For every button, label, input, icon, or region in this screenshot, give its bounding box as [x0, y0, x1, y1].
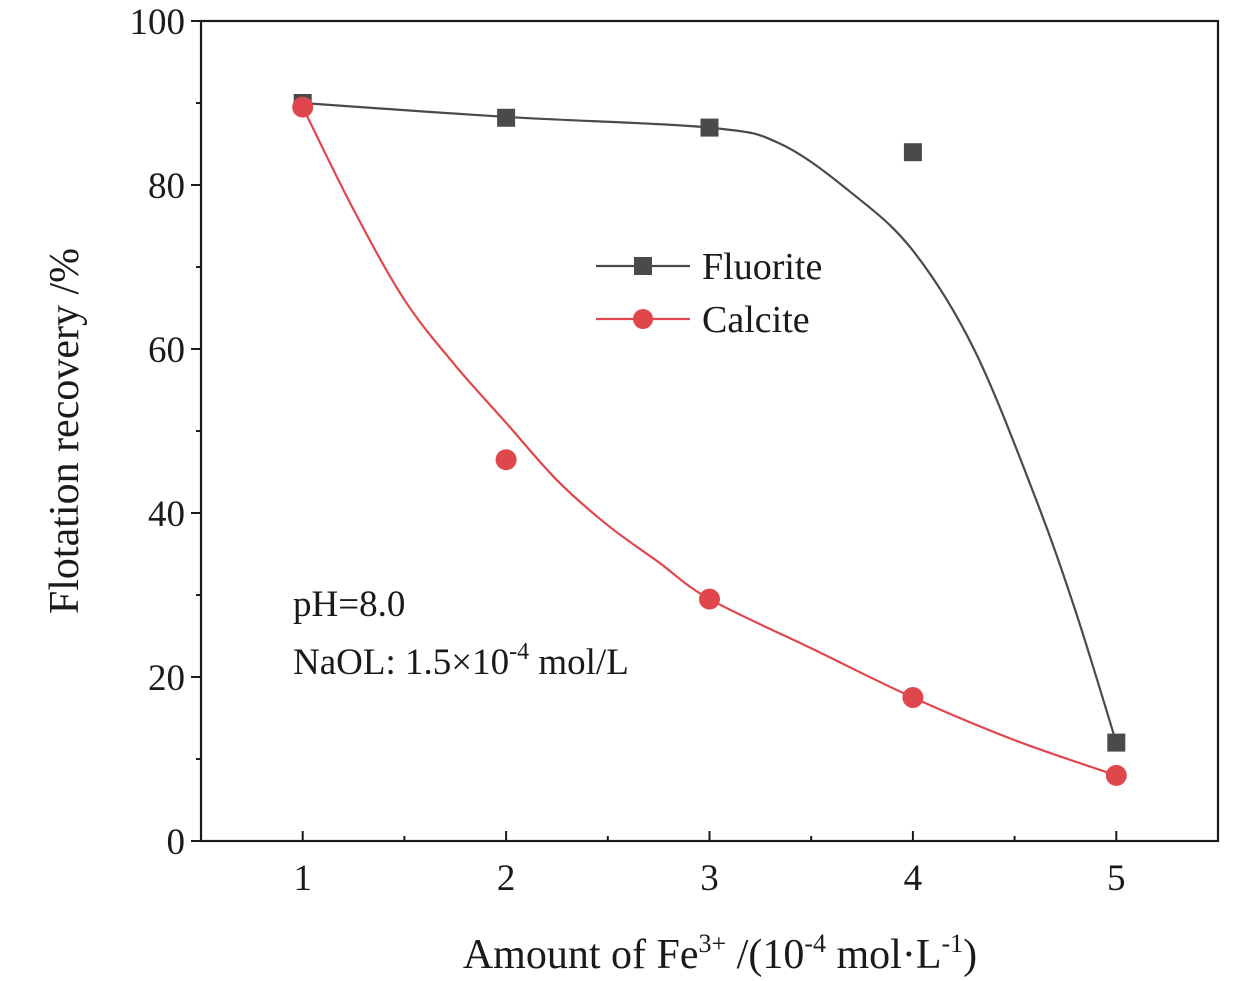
annotation-naol: NaOL: 1.5×10-4 mol/L	[293, 639, 629, 683]
y-axis-title: Flotation recovery /%	[42, 248, 88, 614]
y-tick-label: 60	[148, 330, 185, 371]
x-tick-label: 4	[904, 858, 923, 899]
point-calcite	[495, 449, 517, 471]
annotation-ph: pH=8.0	[293, 584, 405, 625]
legend-marker-calcite	[633, 309, 653, 329]
y-tick-label: 100	[130, 2, 186, 43]
plot-area-frame	[199, 19, 1220, 843]
series-line-fluorite	[302, 101, 1118, 743]
legend: Fluorite Calcite	[596, 246, 822, 341]
point-fluorite	[1107, 733, 1126, 752]
x-axis-title: Amount of Fe3+ /(10-4 mol·L-1)	[463, 929, 977, 978]
legend-label-fluorite: Fluorite	[702, 246, 822, 288]
legend-label-calcite: Calcite	[702, 299, 810, 341]
series-line-calcite	[301, 106, 1117, 777]
y-tick-label: 0	[167, 822, 186, 863]
point-fluorite	[497, 108, 516, 127]
y-tick-label: 20	[148, 658, 185, 699]
x-tick-label: 5	[1107, 858, 1126, 899]
y-tick-label: 40	[148, 494, 185, 535]
x-tick-label: 1	[293, 858, 312, 899]
point-calcite	[1105, 764, 1127, 786]
point-fluorite	[903, 143, 922, 162]
legend-marker-fluorite	[634, 257, 652, 275]
point-calcite	[292, 96, 314, 118]
x-tick-label: 2	[497, 858, 516, 899]
y-tick-label: 80	[148, 166, 185, 207]
x-tick-label: 3	[700, 858, 719, 899]
point-calcite	[699, 588, 720, 610]
series-markers	[292, 94, 1127, 786]
point-fluorite	[700, 118, 719, 137]
point-calcite	[902, 687, 924, 708]
y-axis-ticks: 0 20 40 60 80 100	[130, 2, 201, 863]
x-axis-ticks: 1 2 3 4 5	[293, 831, 1126, 899]
series-lines	[301, 101, 1118, 777]
